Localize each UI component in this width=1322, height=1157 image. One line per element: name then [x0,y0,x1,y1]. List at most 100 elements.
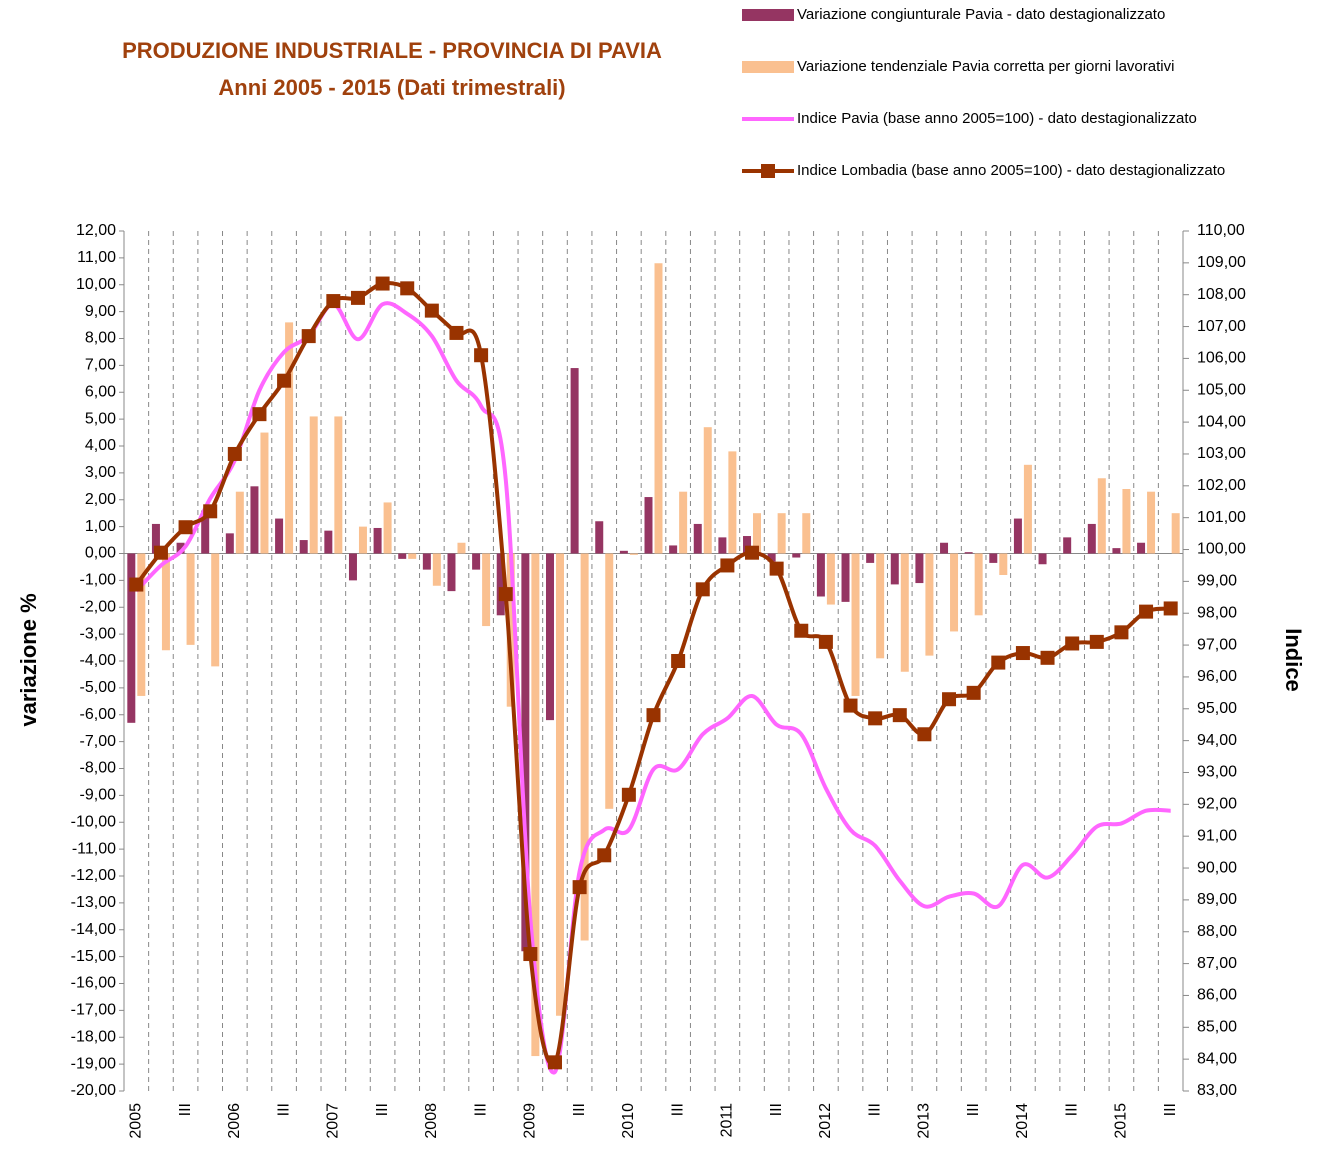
y2-tick-label: 89,00 [1197,891,1237,908]
bar [383,502,392,554]
legend-label: Indice Pavia (base anno 2005=100) - dato… [797,110,1197,127]
bar [802,513,811,554]
bar [876,553,885,659]
marker [474,348,489,363]
marker [745,545,760,560]
marker [794,623,809,638]
y-tick-label: 1,00 [85,518,116,535]
bar [940,542,949,554]
y-tick-label: 7,00 [85,357,116,374]
bar [235,491,244,554]
marker [966,685,981,700]
marker [942,692,957,707]
bar [743,536,752,554]
bar [186,553,195,645]
y-tick-label: -15,00 [71,948,116,965]
bar [753,513,762,554]
y-tick-label: -10,00 [71,813,116,830]
bar [408,553,417,559]
marker [350,290,365,305]
marker [252,407,267,422]
y2-tick-label: 109,00 [1197,254,1246,271]
x-tick-label: 2007 [325,1103,342,1139]
bar [866,553,875,563]
bar [285,322,294,554]
bar [176,542,185,554]
y-tick-label: 6,00 [85,383,116,400]
y-tick-label: -18,00 [71,1028,116,1045]
bar [654,263,663,554]
bar [447,553,456,592]
y-tick-label: 4,00 [85,437,116,454]
bar [629,553,638,555]
x-tick-label: III [1063,1103,1080,1116]
y2-tick-label: 100,00 [1197,541,1246,558]
bar [669,545,678,554]
bar [890,553,899,585]
bar [580,553,589,941]
bar [728,451,737,554]
bar [457,542,466,554]
x-tick-label: 2005 [128,1103,145,1139]
bar [989,553,998,563]
x-tick-label: III [177,1103,194,1116]
chart-title: PRODUZIONE INDUSTRIALE - PROVINCIA DI PA… [122,38,662,63]
bar [826,553,835,605]
x-tick-label: 2013 [916,1103,933,1139]
bar [531,553,540,1057]
y-tick-label: -13,00 [71,894,116,911]
bar [619,550,628,554]
x-tick-label: III [866,1103,883,1116]
y2-tick-label: 91,00 [1197,827,1237,844]
bar [1122,489,1131,554]
bar [348,553,357,581]
y-tick-label: 3,00 [85,464,116,481]
y2-tick-label: 88,00 [1197,923,1237,940]
y-tick-label: -6,00 [80,706,117,723]
bar [496,553,505,616]
bar [964,552,973,554]
marker [991,655,1006,670]
y2-tick-label: 108,00 [1197,286,1246,303]
marker [227,446,242,461]
marker [917,727,932,742]
bar [373,527,382,554]
x-tick-label: III [965,1103,982,1116]
y2-tick-label: 107,00 [1197,318,1246,335]
bar [334,416,343,554]
bar [324,530,333,554]
bar [974,553,983,616]
marker [326,294,341,309]
marker [1139,604,1154,619]
bar [925,553,934,656]
marker [1065,636,1080,651]
marker [1040,650,1055,665]
bar [900,553,909,672]
bar [1038,553,1047,565]
bar [703,427,712,554]
bar [1013,518,1022,554]
bar [151,523,160,554]
bar [201,510,210,554]
y-tick-label: -14,00 [71,921,116,938]
bar [1147,491,1156,554]
bar [275,518,284,554]
x-tick-label: III [669,1103,686,1116]
marker [277,373,292,388]
marker [1163,601,1178,616]
bar [358,526,367,554]
bar [841,553,850,602]
bar [211,553,220,667]
marker [818,634,833,649]
y-tick-label: -17,00 [71,1002,116,1019]
y2-tick-label: 102,00 [1197,477,1246,494]
x-tick-label: 2010 [620,1103,637,1139]
bar [679,491,688,554]
bar [422,553,431,570]
y2-tick-label: 99,00 [1197,573,1237,590]
line [134,280,1171,1067]
marker [843,698,858,713]
marker [769,561,784,576]
x-tick-label: III [1162,1103,1179,1116]
marker [1015,646,1030,661]
